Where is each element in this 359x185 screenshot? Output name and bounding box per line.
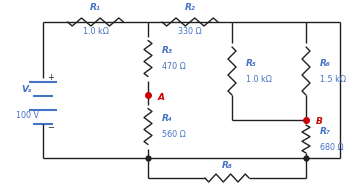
Text: R₂: R₂ (185, 4, 195, 13)
Text: B: B (316, 117, 323, 127)
Text: Vₛ: Vₛ (22, 85, 32, 95)
Text: R₁: R₁ (90, 4, 101, 13)
Text: 1.0 kΩ: 1.0 kΩ (246, 75, 272, 83)
Text: 1.5 kΩ: 1.5 kΩ (320, 75, 346, 83)
Text: 470 Ω: 470 Ω (162, 62, 186, 71)
Text: 100 V: 100 V (15, 110, 38, 120)
Text: R₄: R₄ (162, 114, 173, 123)
Text: 560 Ω: 560 Ω (162, 130, 186, 139)
Text: R₃: R₃ (162, 46, 173, 55)
Text: −: − (47, 124, 55, 132)
Text: R₅: R₅ (246, 58, 257, 68)
Text: 1.0 kΩ: 1.0 kΩ (83, 28, 108, 36)
Text: R₈: R₈ (222, 161, 232, 169)
Text: R₇: R₇ (320, 127, 331, 135)
Text: 330 Ω: 330 Ω (178, 28, 202, 36)
Text: A: A (158, 92, 165, 102)
Text: 680 Ω: 680 Ω (320, 142, 344, 152)
Text: R₆: R₆ (320, 58, 331, 68)
Text: +: + (47, 73, 55, 83)
